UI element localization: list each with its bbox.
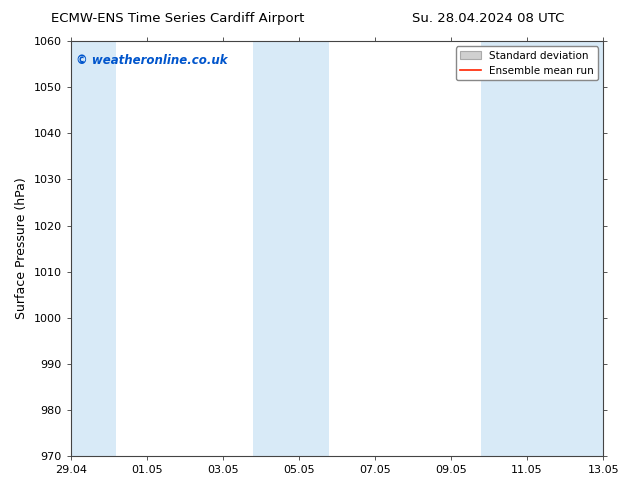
- Bar: [71, 41, 117, 456]
- Y-axis label: Surface Pressure (hPa): Surface Pressure (hPa): [15, 178, 28, 319]
- Bar: [253, 41, 329, 456]
- Bar: [481, 41, 603, 456]
- Text: ECMW-ENS Time Series Cardiff Airport: ECMW-ENS Time Series Cardiff Airport: [51, 12, 304, 25]
- Text: Su. 28.04.2024 08 UTC: Su. 28.04.2024 08 UTC: [412, 12, 564, 25]
- Legend: Standard deviation, Ensemble mean run: Standard deviation, Ensemble mean run: [456, 47, 598, 80]
- Text: © weatheronline.co.uk: © weatheronline.co.uk: [76, 54, 228, 67]
